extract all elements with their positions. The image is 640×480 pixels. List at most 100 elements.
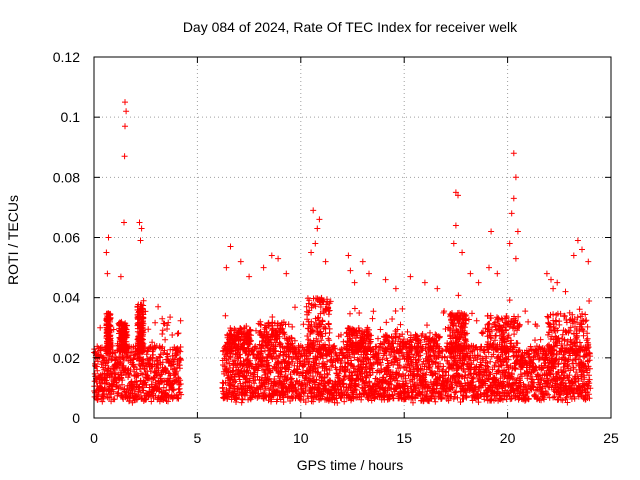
data-point <box>177 317 184 324</box>
data-point <box>114 390 121 397</box>
data-point <box>335 356 342 363</box>
data-point <box>162 336 169 343</box>
data-point <box>324 370 330 377</box>
data-point <box>370 308 377 315</box>
data-point <box>255 390 262 397</box>
data-point <box>166 375 173 382</box>
data-point <box>302 399 309 406</box>
data-point <box>148 398 155 405</box>
data-point <box>176 347 183 354</box>
data-point <box>324 371 331 378</box>
data-point <box>157 354 164 361</box>
data-point <box>163 387 170 394</box>
data-point <box>111 396 118 403</box>
data-point <box>236 351 243 358</box>
data-point <box>157 379 164 386</box>
data-point <box>275 383 281 390</box>
data-point <box>159 359 166 366</box>
data-point <box>174 330 181 337</box>
data-point <box>266 362 272 369</box>
data-point <box>132 386 139 393</box>
data-point <box>347 310 353 317</box>
data-point <box>175 330 182 337</box>
data-point <box>282 389 289 396</box>
data-point <box>351 354 358 361</box>
data-point <box>369 315 376 322</box>
data-point <box>341 398 348 405</box>
data-point <box>177 344 184 350</box>
data-point <box>247 360 254 367</box>
data-point <box>223 386 230 393</box>
data-point <box>371 395 378 402</box>
data-point <box>382 376 389 383</box>
data-point <box>164 322 171 329</box>
data-point <box>246 378 253 385</box>
data-point <box>139 357 146 363</box>
data-point <box>355 381 362 388</box>
data-point <box>98 380 105 386</box>
data-point <box>383 319 390 326</box>
data-point <box>352 380 359 387</box>
data-point <box>230 367 237 374</box>
data-point <box>313 376 320 383</box>
data-point <box>237 354 244 361</box>
data-point <box>175 374 182 381</box>
data-point <box>167 314 174 321</box>
data-point <box>178 357 184 364</box>
data-point <box>324 358 331 365</box>
data-point <box>300 369 307 376</box>
data-point <box>165 319 172 326</box>
data-point <box>314 369 321 376</box>
data-point <box>154 372 161 379</box>
data-points <box>91 99 594 406</box>
data-point <box>127 367 134 373</box>
data-point <box>292 387 299 394</box>
chart-title: Day 084 of 2024, Rate Of TEC Index for r… <box>183 19 518 35</box>
data-point <box>227 354 234 361</box>
data-point <box>251 380 258 387</box>
data-point <box>351 305 358 312</box>
data-point <box>375 335 381 342</box>
data-point <box>231 357 238 364</box>
data-point <box>327 377 334 384</box>
data-point <box>177 381 184 387</box>
data-point <box>321 375 328 381</box>
data-point <box>152 319 159 326</box>
data-point <box>262 385 269 392</box>
data-point <box>105 365 112 372</box>
data-point <box>269 356 276 362</box>
data-point <box>340 338 347 345</box>
data-point <box>385 362 392 369</box>
data-point <box>246 375 253 382</box>
data-point <box>267 369 274 376</box>
data-point <box>389 316 396 322</box>
data-point <box>375 356 382 362</box>
data-point <box>362 364 369 371</box>
data-point <box>165 398 171 405</box>
data-point <box>113 379 120 386</box>
data-point <box>240 361 247 368</box>
data-point <box>265 359 272 366</box>
data-point <box>94 367 101 374</box>
data-point <box>292 395 299 402</box>
data-point <box>283 377 290 384</box>
data-point <box>292 304 298 311</box>
data-point <box>278 360 284 367</box>
data-point <box>143 382 150 388</box>
data-point <box>310 398 317 405</box>
data-point <box>173 368 180 375</box>
data-point <box>106 394 113 401</box>
data-point <box>332 349 339 356</box>
data-point <box>261 389 268 396</box>
data-point <box>137 377 144 384</box>
data-point <box>359 366 366 373</box>
data-point <box>353 387 360 393</box>
data-point <box>105 365 112 372</box>
data-point <box>222 312 229 319</box>
data-point <box>366 378 373 385</box>
data-point <box>326 367 333 374</box>
data-point <box>176 362 183 369</box>
data-point <box>175 395 182 402</box>
data-point <box>159 327 166 334</box>
